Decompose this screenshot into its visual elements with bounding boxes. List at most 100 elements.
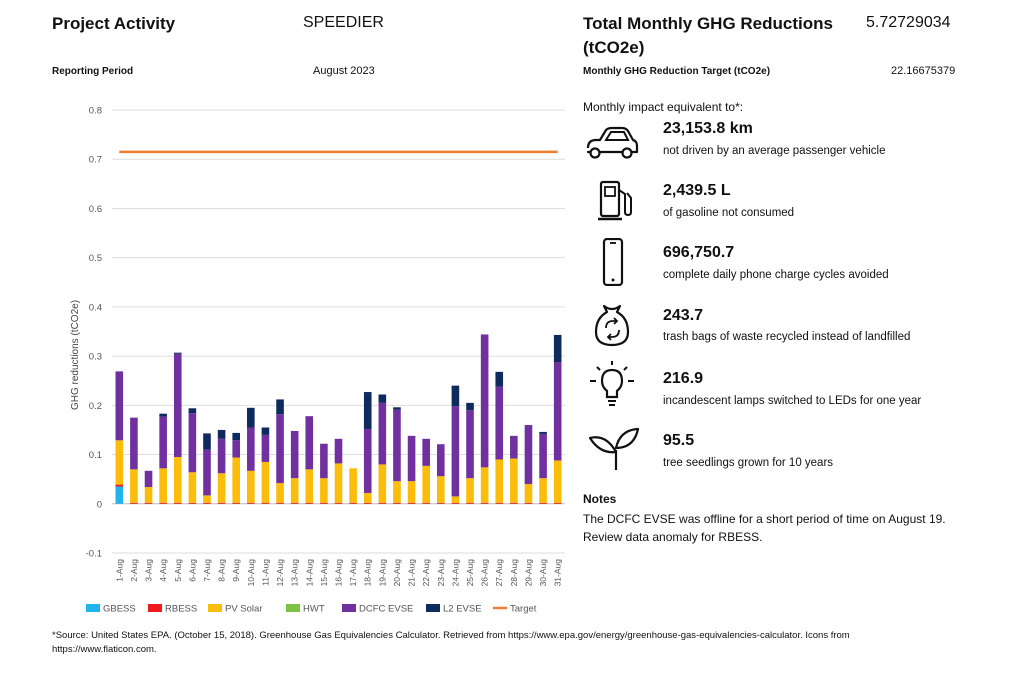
lightbulb-icon [590,361,634,406]
bar-dcfc-evse [144,470,153,488]
bar-dcfc-evse [232,440,241,458]
bar-l2-evse [232,432,241,441]
y-tick-label: 0.1 [89,450,102,461]
bar-rbess [276,502,284,504]
bar-pv-solar [290,478,299,503]
bar-l2-evse [203,433,211,450]
bar-l2-evse [539,431,547,434]
x-tick-label: 2-Aug [129,559,139,582]
source-line-1: *Source: United States EPA. (October 15,… [52,630,850,641]
bar-pv-solar [276,483,284,503]
bar-pv-solar [378,464,387,503]
bar-l2-evse [451,385,460,407]
x-tick-label: 26-Aug [480,559,490,587]
notes-heading: Notes [583,492,617,506]
impact-heading: Monthly impact equivalent to*: [583,100,744,114]
bar-pv-solar [480,467,489,503]
phone-value: 696,750.7 [663,244,735,261]
bar-rbess [290,502,299,504]
legend-swatch [286,604,300,612]
y-tick-label: 0.8 [89,106,102,117]
bar-l2-evse [466,402,474,411]
bar-pv-solar [115,440,124,485]
total-reductions-unit: (tCO2e) [583,38,645,57]
bar-dcfc-evse [305,416,314,470]
x-tick-label: 7-Aug [202,559,212,582]
x-tick-label: 5-Aug [173,559,183,582]
bar-dcfc-evse [378,402,387,465]
x-tick-label: 10-Aug [246,559,256,587]
bar-rbess [363,502,372,504]
x-tick-label: 12-Aug [275,559,285,587]
bar-dcfc-evse [334,438,343,464]
x-tick-label: 16-Aug [334,559,344,587]
bar-rbess [247,502,255,504]
trash-bags-desc: trash bags of waste recycled instead of … [663,331,911,343]
legend-label: GBESS [103,604,136,615]
bar-pv-solar [247,470,255,503]
bar-pv-solar [495,459,504,503]
bar-pv-solar [407,481,416,503]
bar-pv-solar [349,468,357,503]
legend-label: PV Solar [225,604,263,615]
gasoline-value: 2,439.5 L [663,182,731,199]
bar-rbess [320,502,328,504]
y-tick-label: 0.2 [89,401,102,412]
notes-line-2: Review data anomaly for RBESS. [583,530,763,544]
bar-pv-solar [320,478,328,503]
bar-pv-solar [232,457,241,503]
bar-rbess [334,502,343,504]
x-tick-label: 19-Aug [377,559,387,587]
notes-line-1: The DCFC EVSE was offline for a short pe… [583,512,946,526]
bar-gbess [115,486,124,504]
bar-l2-evse [188,408,197,414]
x-tick-label: 20-Aug [392,559,402,587]
bar-rbess [422,502,430,504]
bar-pv-solar [466,478,474,503]
x-tick-label: 29-Aug [523,559,533,587]
x-tick-label: 25-Aug [465,559,475,587]
legend-label: RBESS [165,604,197,615]
recycle-bag-icon [594,304,630,347]
bar-pv-solar [217,473,226,503]
bar-dcfc-evse [553,362,562,461]
phone-desc: complete daily phone charge cycles avoid… [663,269,889,281]
y-tick-label: 0.3 [89,352,102,363]
x-tick-label: 17-Aug [348,559,358,587]
project-activity-label: Project Activity [52,14,176,33]
legend-label: L2 EVSE [443,604,482,615]
bar-dcfc-evse [217,438,226,474]
bar-dcfc-evse [466,410,474,479]
bar-l2-evse [173,352,182,354]
legend-swatch [148,604,162,612]
x-tick-label: 13-Aug [290,559,300,587]
bar-rbess [261,502,270,504]
bar-l2-evse [159,413,167,417]
bar-dcfc-evse [261,434,270,462]
seedlings-desc: tree seedlings grown for 10 years [663,457,834,469]
bar-l2-evse [217,429,226,439]
bar-pv-solar [510,458,518,503]
bar-rbess [524,502,533,504]
bar-rbess [539,502,547,504]
bar-rbess [144,502,153,504]
bar-dcfc-evse [510,435,518,459]
bar-pv-solar [334,463,343,503]
x-tick-label: 14-Aug [304,559,314,587]
x-tick-label: 23-Aug [436,559,446,587]
phone-icon [602,238,624,286]
bar-rbess [393,502,401,504]
bar-dcfc-evse [422,438,430,466]
bar-dcfc-evse [495,386,504,460]
bar-rbess [188,502,197,504]
trash-bags-value: 243.7 [663,307,704,324]
bar-rbess [480,502,489,504]
bar-dcfc-evse [407,435,416,482]
x-tick-label: 18-Aug [363,559,373,587]
reporting-period-label: Reporting Period [52,66,134,77]
source-footnote: *Source: United States EPA. (October 15,… [52,629,972,657]
bar-pv-solar [305,469,314,503]
x-tick-label: 4-Aug [158,559,168,582]
x-tick-label: 15-Aug [319,559,329,587]
y-tick-label: 0.5 [89,253,102,264]
